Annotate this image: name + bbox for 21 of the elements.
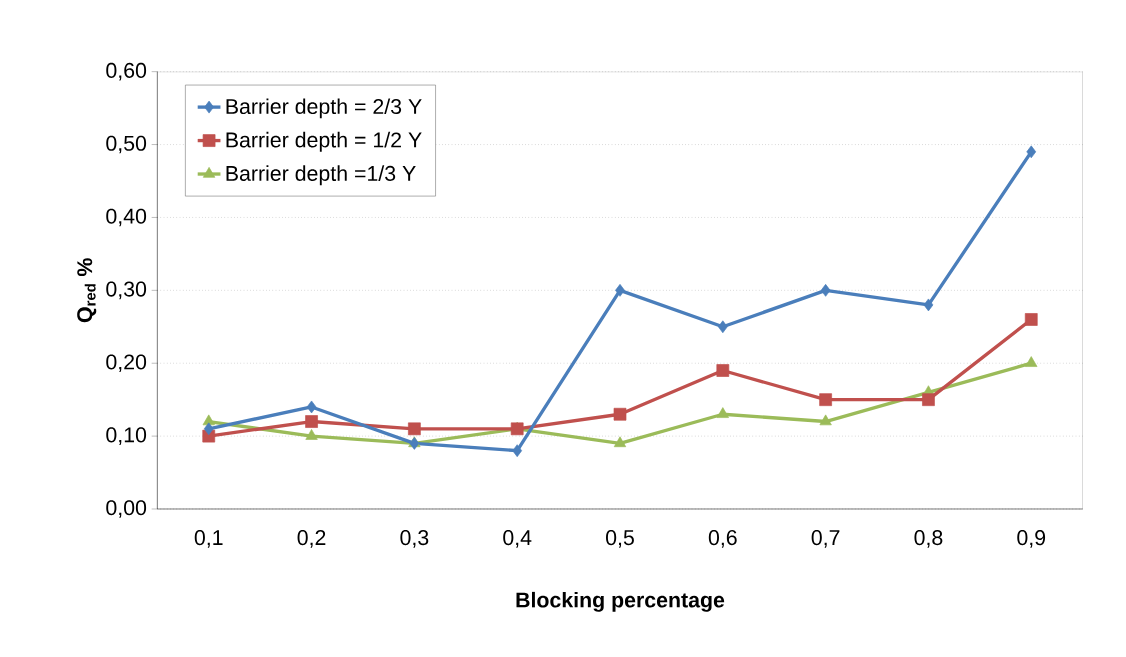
x-axis-title: Blocking percentage	[516, 591, 725, 612]
y-tick-label: 0,10	[106, 427, 147, 445]
y-tick-label: 0,00	[106, 500, 147, 518]
x-tick-label: 0,3	[400, 530, 429, 548]
x-tick-label: 0,6	[708, 530, 737, 548]
y-tick-label: 0,20	[106, 354, 147, 373]
x-tick-label: 0,4	[503, 530, 532, 548]
x-tick-label: 0,9	[1017, 530, 1046, 548]
y-tick-label: 0,40	[106, 208, 147, 227]
x-tick-label: 0,8	[914, 530, 943, 548]
legend-label: Barrier depth = 1/2 Y	[226, 131, 422, 152]
x-tick-label: 0,2	[297, 530, 326, 548]
legend-label: Barrier depth = 2/3 Y	[226, 98, 422, 119]
x-tick-label: 0,1	[194, 530, 223, 548]
x-tick-label: 0,7	[811, 530, 840, 548]
text: Q$_{red}$ %	[77, 258, 97, 323]
y-tick-label: 0,50	[106, 135, 147, 154]
legend-label: Barrier depth =1/3 Y	[226, 165, 416, 186]
y-tick-label: 0,30	[106, 281, 147, 300]
x-tick-label: 0,5	[606, 530, 634, 548]
y-tick-label: 0,60	[106, 62, 147, 81]
